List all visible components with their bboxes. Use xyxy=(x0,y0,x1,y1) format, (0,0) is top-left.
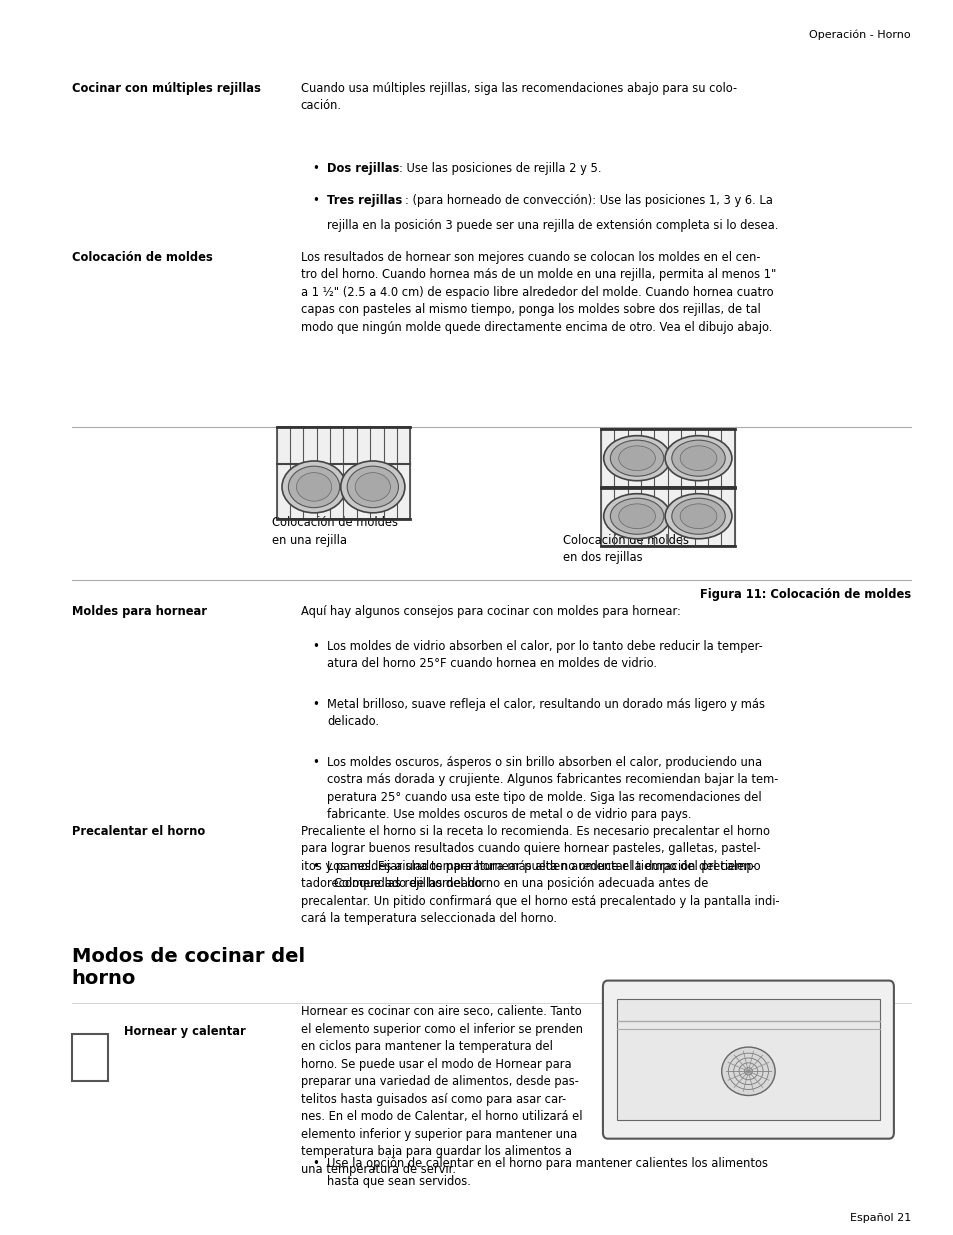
Text: Español 21: Español 21 xyxy=(849,1213,910,1223)
Ellipse shape xyxy=(618,504,655,529)
Text: Los resultados de hornear son mejores cuando se colocan los moldes en el cen-
tr: Los resultados de hornear son mejores cu… xyxy=(300,251,775,333)
Text: Colocación de moldes
en una rejilla: Colocación de moldes en una rejilla xyxy=(272,516,397,547)
Text: Hornear y calentar: Hornear y calentar xyxy=(124,1025,246,1039)
Text: rejilla en la posición 3 puede ser una rejilla de extensión completa si lo desea: rejilla en la posición 3 puede ser una r… xyxy=(327,219,778,232)
Text: Cuando usa múltiples rejillas, siga las recomendaciones abajo para su colo-
caci: Cuando usa múltiples rejillas, siga las … xyxy=(300,82,736,112)
Text: Hornear es cocinar con aire seco, caliente. Tanto
el elemento superior como el i: Hornear es cocinar con aire seco, calien… xyxy=(300,1005,582,1176)
Text: •: • xyxy=(312,640,318,653)
Text: Use la opción de calentar en el horno para mantener calientes los alimentos
hast: Use la opción de calentar en el horno pa… xyxy=(327,1157,767,1188)
Text: Los moldes aislados para hornear pueden aumentar la duración del tiempo
recomend: Los moldes aislados para hornear pueden … xyxy=(327,860,760,890)
Ellipse shape xyxy=(679,446,716,471)
Ellipse shape xyxy=(603,494,670,538)
Text: : Use las posiciones de rejilla 2 y 5.: : Use las posiciones de rejilla 2 y 5. xyxy=(398,162,600,175)
Text: Dos rejillas: Dos rejillas xyxy=(327,162,399,175)
Ellipse shape xyxy=(288,466,339,508)
Text: Tres rejillas: Tres rejillas xyxy=(327,194,402,207)
Text: Cocinar con múltiples rejillas: Cocinar con múltiples rejillas xyxy=(71,82,260,95)
Ellipse shape xyxy=(603,436,670,480)
Ellipse shape xyxy=(664,494,731,538)
Text: Figura 11: Colocación de moldes: Figura 11: Colocación de moldes xyxy=(700,588,910,601)
Text: •: • xyxy=(312,162,318,175)
Ellipse shape xyxy=(610,498,663,535)
Text: •: • xyxy=(312,698,318,711)
Bar xyxy=(276,427,410,519)
Text: : (para horneado de convección): Use las posiciones 1, 3 y 6. La: : (para horneado de convección): Use las… xyxy=(404,194,772,207)
Ellipse shape xyxy=(340,461,404,513)
Text: •: • xyxy=(312,194,318,207)
Text: Metal brilloso, suave refleja el calor, resultando un dorado más ligero y más
de: Metal brilloso, suave refleja el calor, … xyxy=(327,698,764,729)
Text: Los moldes oscuros, ásperos o sin brillo absorben el calor, produciendo una
cost: Los moldes oscuros, ásperos o sin brillo… xyxy=(327,756,778,821)
Ellipse shape xyxy=(610,440,663,477)
Bar xyxy=(600,429,734,488)
Ellipse shape xyxy=(618,446,655,471)
Bar xyxy=(617,999,879,1120)
Text: Modos de cocinar del
horno: Modos de cocinar del horno xyxy=(71,947,304,988)
Text: Colocación de moldes
en dos rejillas: Colocación de moldes en dos rejillas xyxy=(562,534,688,564)
Text: •: • xyxy=(312,1157,318,1171)
Text: Moldes para hornear: Moldes para hornear xyxy=(71,605,207,619)
Text: •: • xyxy=(312,756,318,769)
Text: Los moldes de vidrio absorben el calor, por lo tanto debe reducir la temper-
atu: Los moldes de vidrio absorben el calor, … xyxy=(327,640,762,671)
Ellipse shape xyxy=(282,461,346,513)
Text: •: • xyxy=(312,860,318,873)
Ellipse shape xyxy=(671,440,724,477)
Ellipse shape xyxy=(720,1047,774,1095)
Ellipse shape xyxy=(664,436,731,480)
Ellipse shape xyxy=(347,466,398,508)
Text: Aquí hay algunos consejos para cocinar con moldes para hornear:: Aquí hay algunos consejos para cocinar c… xyxy=(300,605,679,619)
Ellipse shape xyxy=(355,473,390,501)
Ellipse shape xyxy=(296,473,332,501)
Bar xyxy=(71,1034,108,1081)
Text: Colocación de moldes: Colocación de moldes xyxy=(71,251,213,264)
Ellipse shape xyxy=(671,498,724,535)
Ellipse shape xyxy=(679,504,716,529)
FancyBboxPatch shape xyxy=(602,981,893,1139)
Text: Precaliente el horno si la receta lo recomienda. Es necesario precalentar el hor: Precaliente el horno si la receta lo rec… xyxy=(300,825,779,925)
Text: Precalentar el horno: Precalentar el horno xyxy=(71,825,205,839)
Bar xyxy=(600,487,734,546)
Text: Operación - Horno: Operación - Horno xyxy=(808,30,910,41)
